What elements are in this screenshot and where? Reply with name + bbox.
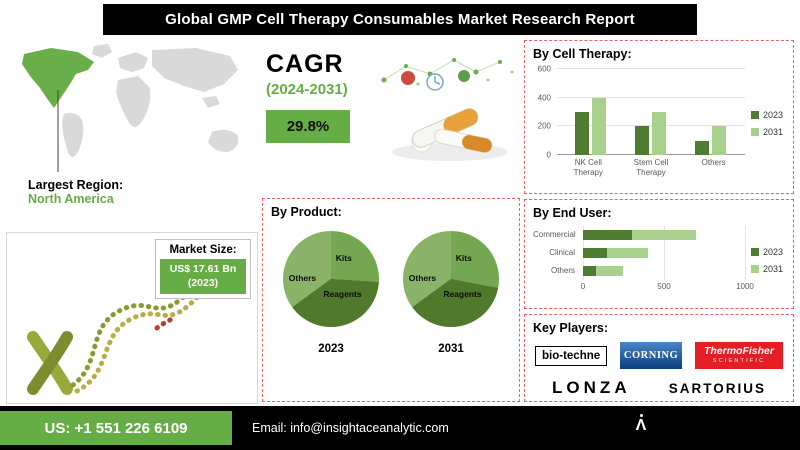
thermofisher-logo: ThermoFisher SCIENTIFIC: [694, 342, 783, 369]
key-players-row-1: bio-techne CORNING ThermoFisher SCIENTIF…: [533, 342, 785, 369]
key-players-title: Key Players:: [533, 321, 609, 335]
email-text: Email: info@insightaceanalytic.com: [252, 421, 449, 435]
biotechne-logo: bio-techne: [535, 345, 608, 366]
product-pie-2023-wrap: Kits Reagents Others 2023: [283, 231, 379, 355]
cell-therapy-bar-chart: 0 200 400 600 NK Cell Therapy Stem Cell Thera…: [537, 64, 783, 177]
by-product-title: By Product:: [271, 205, 342, 219]
insightace-logo: Λ: [628, 414, 654, 434]
largest-region-value: North America: [28, 192, 114, 206]
cagr-section: CAGR (2024-2031) 29.8%: [266, 50, 376, 143]
market-size-value: US$ 17.61 Bn (2023): [160, 259, 246, 295]
product-pie-2031: Kits Reagents Others: [403, 231, 499, 327]
end-user-bar-chart: Commercial Clinical Others 0 500 1000 2023 2031: [533, 226, 785, 294]
corning-logo: CORNING: [620, 342, 683, 369]
by-end-user-section: By End User: Commercial Clinical Others 0 50…: [524, 199, 794, 309]
logo-dot: [639, 414, 643, 417]
cagr-value-badge: 29.8%: [266, 110, 350, 143]
thermofisher-sub: SCIENTIFIC: [712, 357, 766, 364]
product-pies: Kits Reagents Others 2023 Kits Reagents Othe…: [271, 231, 511, 355]
cagr-label: CAGR: [266, 50, 344, 78]
world-map-icon: [22, 44, 239, 172]
logo-peak: Λ: [635, 417, 647, 434]
footer-bar: US: +1 551 226 6109 Email: info@insighta…: [0, 406, 800, 450]
capsules-illustration: [381, 58, 514, 161]
by-cell-therapy-section: By Cell Therapy: 0 200 400 600 NK Cell Thera…: [524, 40, 794, 194]
largest-region-label: Largest Region:: [28, 178, 124, 192]
largest-region-section: Largest Region: North America: [6, 40, 256, 230]
product-pie-2031-wrap: Kits Reagents Others 2031: [403, 231, 499, 355]
by-end-user-title: By End User:: [533, 206, 612, 220]
pie-year-2023: 2023: [318, 343, 344, 355]
cagr-period: (2024-2031): [266, 81, 348, 98]
key-players-section: Key Players: bio-techne CORNING ThermoFi…: [524, 314, 794, 402]
phone-badge: US: +1 551 226 6109: [0, 411, 232, 445]
key-players-row-2: LONZA SARTORIUS: [533, 378, 785, 398]
market-size-section: Market Size: US$ 17.61 Bn (2023): [6, 232, 258, 404]
lonza-logo: LONZA: [552, 378, 631, 397]
largest-region-text: Largest Region: North America: [28, 178, 256, 206]
market-size-label: Market Size:: [169, 244, 237, 256]
sartorius-logo: SARTORIUS: [668, 380, 766, 396]
report-title: Global GMP Cell Therapy Consumables Mark…: [165, 11, 635, 28]
by-product-section: By Product: Kits Reagents Others 2023 Kits…: [262, 198, 520, 402]
title-banner: Global GMP Cell Therapy Consumables Mark…: [103, 4, 697, 35]
pie-year-2031: 2031: [438, 343, 464, 355]
market-size-box: Market Size: US$ 17.61 Bn (2023): [155, 239, 251, 300]
by-cell-therapy-title: By Cell Therapy:: [533, 47, 632, 61]
product-pie-2023: Kits Reagents Others: [283, 231, 379, 327]
thermofisher-name: ThermoFisher: [703, 345, 774, 358]
